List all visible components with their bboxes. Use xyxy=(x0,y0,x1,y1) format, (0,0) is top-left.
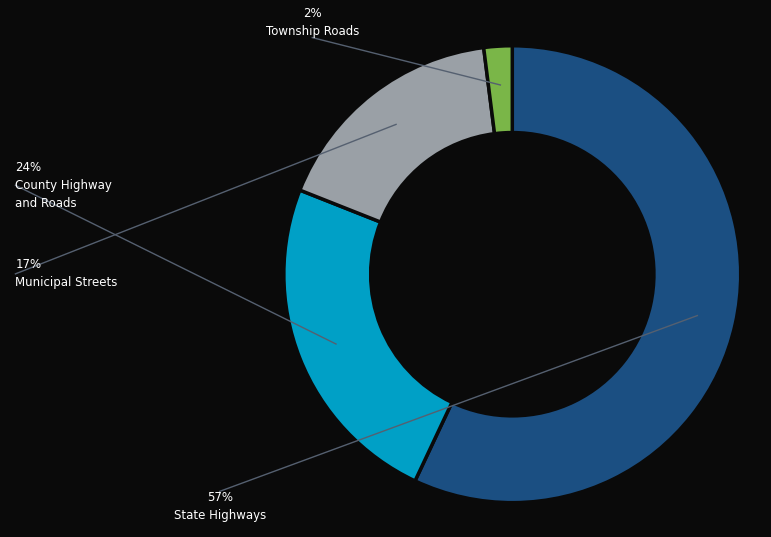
Wedge shape xyxy=(284,190,452,481)
Text: 57%
State Highways: 57% State Highways xyxy=(173,491,266,523)
Text: 24%
County Highway
and Roads: 24% County Highway and Roads xyxy=(15,161,113,210)
Wedge shape xyxy=(415,46,741,503)
Text: 17%
Municipal Streets: 17% Municipal Streets xyxy=(15,258,118,289)
Wedge shape xyxy=(300,48,494,222)
Text: 2%
Township Roads: 2% Township Roads xyxy=(265,6,359,38)
Wedge shape xyxy=(483,46,512,134)
